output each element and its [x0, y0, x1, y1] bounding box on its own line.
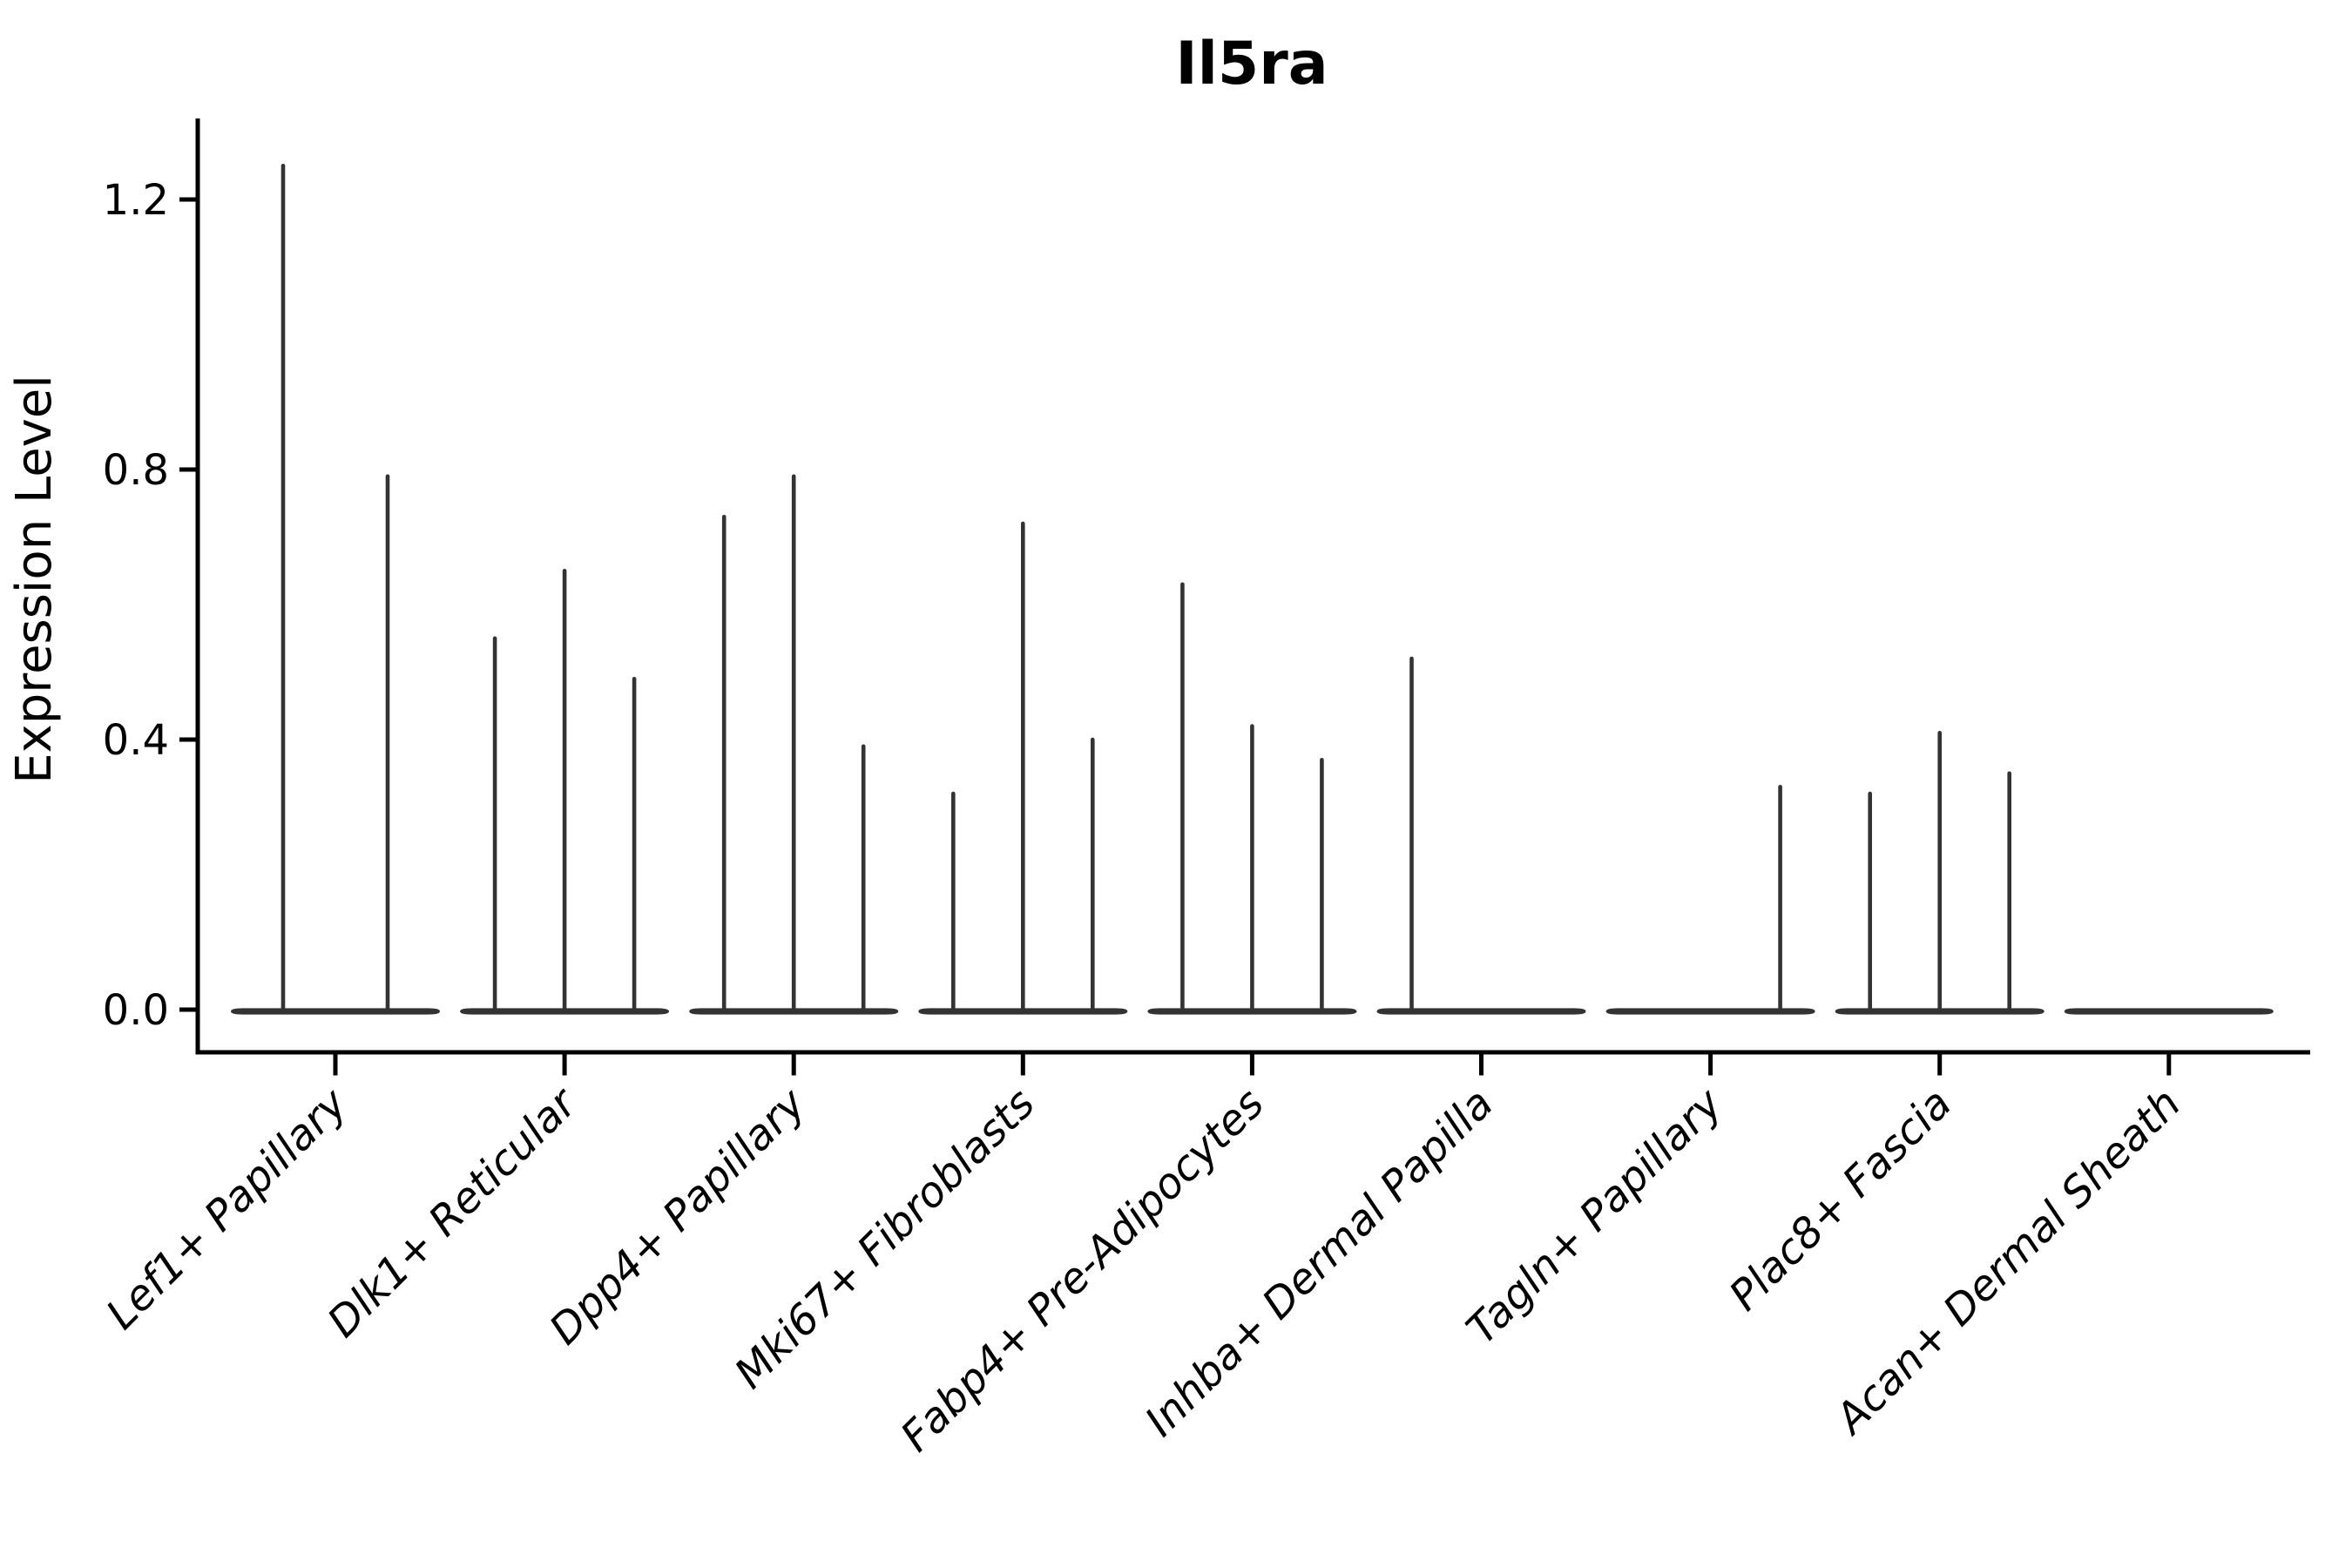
- y-tick-label: 1.2: [103, 176, 169, 225]
- violin-base: [231, 1008, 440, 1015]
- violin-base: [1376, 1008, 1586, 1015]
- violin-base: [1605, 1008, 1815, 1015]
- y-axis-ticks: 0.0 0.4 0.8 1.2: [103, 176, 198, 1035]
- violin-base: [2064, 1008, 2274, 1015]
- x-tick-label: Lef1+ Papillary: [97, 1078, 357, 1339]
- y-axis-label: Expression Level: [6, 375, 63, 784]
- violins-layer: [231, 163, 2274, 1015]
- x-tick-label: Fabp4+ Pre-Adipocytes: [891, 1079, 1274, 1462]
- x-tick-label: Tagln+ Papillary: [1457, 1078, 1733, 1354]
- y-tick-label: 0.0: [103, 986, 169, 1035]
- y-tick-label: 0.4: [103, 716, 169, 765]
- x-tick-label: Plac8+ Fascia: [1720, 1079, 1962, 1321]
- chart-title: Il5ra: [1175, 30, 1328, 98]
- x-tick-label: Dpp4+ Papillary: [540, 1078, 815, 1354]
- x-tick-label: Dlk1+ Reticular: [318, 1078, 588, 1348]
- axes-layer: [195, 118, 2310, 1055]
- y-tick-label: 0.8: [103, 446, 169, 495]
